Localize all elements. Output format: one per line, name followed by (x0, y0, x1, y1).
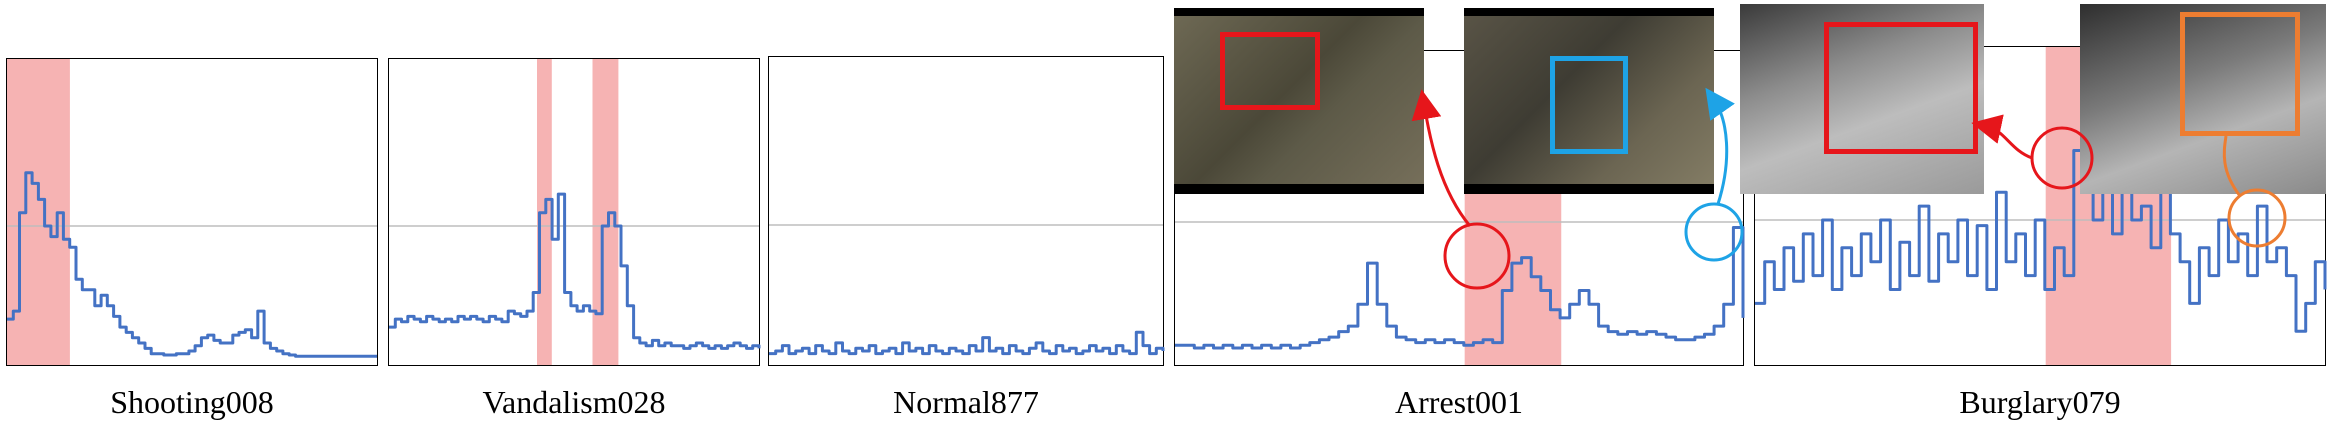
caption-burglary079: Burglary079 (1959, 384, 2121, 420)
panel-vandalism028 (388, 58, 761, 366)
detection-box-blue (1550, 56, 1628, 154)
panel-shooting008 (6, 58, 378, 366)
panel-normal877 (768, 56, 1165, 366)
frame-letterbox-bottom (1174, 184, 1424, 194)
burglary-frame-2 (2080, 4, 2326, 194)
caption-shooting008: Shooting008 (110, 384, 274, 420)
detection-box-red (1824, 22, 1978, 154)
arrest-frame-2 (1464, 8, 1714, 194)
frame-letterbox-bottom (1464, 184, 1714, 194)
series-line-0 (7, 171, 377, 358)
plot-vandalism028 (389, 59, 761, 365)
detection-box-red (1220, 32, 1320, 110)
series-line-0 (769, 330, 1165, 356)
caption-vandalism028: Vandalism028 (482, 384, 666, 420)
series-line-0 (1755, 149, 2327, 333)
frame-letterbox-top (1174, 8, 1424, 16)
series-line-0 (1175, 226, 1745, 350)
plot-shooting008 (7, 59, 377, 365)
caption-normal877: Normal877 (893, 384, 1039, 420)
arrest-frame-1 (1174, 8, 1424, 194)
series-line-0 (389, 192, 761, 350)
frame-letterbox-top (1464, 8, 1714, 16)
detection-box-orange (2180, 12, 2300, 136)
burglary-frame-1 (1740, 4, 1984, 194)
plot-normal877 (769, 224, 1165, 356)
caption-arrest001: Arrest001 (1395, 384, 1523, 420)
